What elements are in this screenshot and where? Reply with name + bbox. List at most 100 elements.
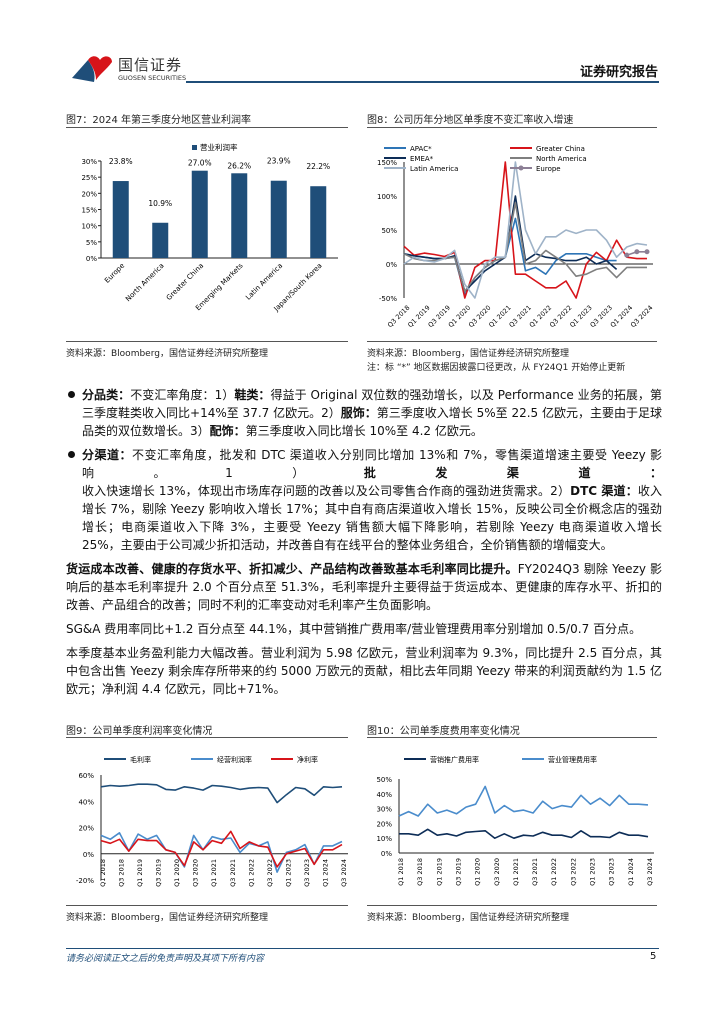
legend-label: EMEA* [410,155,434,163]
series-marker [634,249,640,255]
x-tick-label: Q3 2018 [118,859,126,887]
x-tick-label: Europe [103,262,126,285]
x-tick-label: Q3 2023 [608,858,616,886]
fig8-title: 图8：公司历年分地区单季度不变汇率收入增速 [367,115,574,126]
logo-text-en: GUOSEN SECURITIES [118,74,187,82]
legend-label: 营销推广费用率 [430,755,479,764]
fig8-top-rule [367,127,657,128]
y-tick-label: -20% [76,877,94,885]
legend-label: APAC* [410,145,432,153]
fig10-line-chart: 0% 10% 20% 30% 40% 50% Q1 2018 Q3 2018 Q1 2019 Q3… [376,755,654,886]
x-tick-label: Q1 2021 [512,858,520,886]
fig10-source: 资料来源：Bloomberg，国信证券经济研究所整理 [367,913,569,923]
series-line [100,830,343,868]
y-tick-label: 0% [381,850,392,858]
x-tick-label: Greater China [165,262,205,302]
y-tick-label: 100% [377,193,397,201]
x-tick-label: Q1 2024 [321,859,329,887]
legend-label: Latin America [410,165,458,173]
legend-label: Europe [536,165,561,173]
fig7-bar-chart: 0% 5% 10% 15% 20% 25% 30% 23.8% Europe 10.9% North… [81,142,338,314]
y-tick-label: -50% [379,295,397,303]
y-tick-label: 30% [81,158,97,166]
y-tick-label: 5% [86,239,97,247]
fig9-source: 资料来源：Bloomberg，国信证券经济研究所整理 [66,913,268,923]
y-tick-label: 20% [376,820,392,828]
y-tick-label: 150% [377,159,397,167]
y-tick-label: 10% [81,223,97,231]
y-tick-label: 30% [376,806,392,814]
data-label: 22.2% [306,162,330,171]
fig9-bottom-rule [66,905,348,906]
legend-label: 营业管理费用率 [548,755,597,764]
x-tick-label: Q1 2022 [550,858,558,886]
x-tick-label: Q3 2019 [454,858,462,886]
bar [270,180,287,258]
bullet-by-channel: 分渠道：不变汇率角度，批发和 DTC 渠道收入分别同比增加 13%和 7%，零售… [66,446,662,554]
paragraph-gross-margin: 货运成本改善、健康的存货水平、折扣减少、产品结构改善致基本毛利率同比提升。FY2… [66,562,662,612]
y-tick-label: 10% [376,835,392,843]
series-line [100,832,343,873]
x-tick-label: Q1 2022 [247,859,255,887]
series-marker [644,249,650,255]
guosen-logo-mark [72,56,112,82]
data-label: 10.9% [148,199,172,208]
y-tick-label: 15% [81,207,97,215]
y-tick-label: 0% [83,851,94,859]
x-tick-label: Q3 2019 [155,859,163,887]
fig10-bottom-rule [367,905,657,906]
series-marker [624,252,630,258]
x-tick-label: Q3 2018 [416,858,424,886]
y-tick-label: 40% [376,791,392,799]
data-label: 23.8% [109,157,133,166]
x-tick-label: Q3 2020 [493,858,501,886]
footer-disclaimer: 请务必阅读正文之后的免责声明及其项下所有内容 [66,954,265,964]
fig8-bottom-rule [367,341,657,342]
series-line [403,161,648,299]
y-tick-label: 40% [78,798,94,806]
fig10-top-rule [367,737,657,738]
paragraph-profit: 本季度基本业务盈利能力大幅改善。营业利润为 5.98 亿欧元，营业利润率为 9.… [66,646,662,696]
fig9-line-chart: -20% 0% 20% 40% 60% Q1 2018 Q3 2018 Q1 2019 Q3 2… [76,755,348,887]
legend-marker [518,165,524,171]
report-type: 证券研究报告 [580,65,659,80]
fig7-top-rule [66,127,348,128]
fig10-title: 图10：公司单季度费用率变化情况 [367,726,520,737]
fig8-note: 注：标 “*” 地区数据因披露口径更改，从 FY24Q1 开始停止更新 [367,363,626,373]
x-tick-label: Q3 2024 [340,859,348,887]
x-tick-label: Q1 2023 [284,859,292,887]
x-tick-label: Q1 2020 [173,859,181,887]
x-tick-label: Q3 2022 [266,859,274,887]
x-tick-label: Latin America [244,262,284,302]
x-tick-label: Q3 2023 [303,859,311,887]
bar [112,181,129,258]
header-rule [186,81,659,83]
series-line [399,828,649,839]
fig7-source: 资料来源：Bloomberg，国信证券经济研究所整理 [66,349,268,359]
x-tick-label: Q1 2019 [136,859,144,887]
x-tick-label: Q3 2024 [629,304,654,329]
legend-label: 净利率 [297,755,318,764]
fig9-title: 图9：公司单季度利润率变化情况 [66,726,213,737]
bar [231,173,248,258]
bar [191,170,208,258]
x-tick-label: Q3 2021 [531,858,539,886]
paragraph-sga: SG&A 费用率同比+1.2 百分点至 44.1%，其中营销推广费用率/营业管理… [66,622,642,636]
x-tick-label: Q3 2020 [192,859,200,887]
legend-label: 营业利润率 [200,142,238,152]
x-tick-label: Q1 2019 [435,858,443,886]
y-tick-label: 0% [386,261,397,269]
x-tick-label: North America [124,262,165,303]
series-line [100,783,343,804]
x-tick-label: Q1 2018 [397,858,405,886]
x-tick-label: Q1 2018 [99,859,107,887]
fig7-bottom-rule [66,341,348,342]
bar [152,222,169,258]
legend-label: North America [536,155,587,163]
page-number: 5 [650,951,657,962]
data-label: 23.9% [267,157,291,166]
legend-label: Greater China [536,145,585,153]
y-tick-label: 50% [381,227,397,235]
footer-rule [66,948,659,949]
